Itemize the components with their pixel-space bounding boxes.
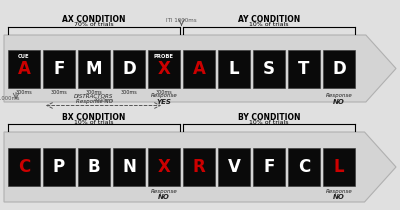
Bar [8,50,40,88]
Bar [253,50,285,88]
Bar [323,50,355,88]
Bar [113,50,145,88]
Text: 10% of trials: 10% of trials [249,22,289,28]
Text: NO: NO [333,194,345,200]
Bar [288,148,320,186]
Text: Response NO: Response NO [76,100,112,105]
Text: F: F [53,59,65,77]
Bar [8,148,40,186]
Text: A: A [18,59,30,77]
Text: 10% of trials: 10% of trials [249,119,289,125]
Text: D: D [332,59,346,77]
Text: YES: YES [156,98,172,105]
Text: AY CONDITION: AY CONDITION [238,16,300,25]
Bar [148,148,180,186]
Bar [43,148,75,186]
Text: X: X [158,158,170,176]
Bar [183,50,215,88]
Text: D: D [122,59,136,77]
Text: CUE: CUE [18,54,30,59]
Text: 300ms: 300ms [51,89,67,94]
Text: T: T [298,59,310,77]
Bar [78,50,110,88]
Polygon shape [4,35,396,102]
Text: 300ms: 300ms [156,89,172,94]
Text: ITI 1000ms: ITI 1000ms [166,17,197,22]
Text: 10% of trials: 10% of trials [74,119,114,125]
Bar [218,148,250,186]
Text: N: N [122,158,136,176]
Bar [218,50,250,88]
Text: AX CONDITION: AX CONDITION [62,16,126,25]
Text: 300ms: 300ms [86,89,102,94]
Text: C: C [298,158,310,176]
Text: Response: Response [151,93,177,98]
Text: X: X [158,59,170,77]
Text: P: P [53,158,65,176]
Bar [113,148,145,186]
Text: PROBE: PROBE [154,54,174,59]
Bar [148,50,180,88]
Text: Response: Response [326,93,352,98]
Text: V: V [228,158,240,176]
Bar [323,148,355,186]
Text: BY CONDITION: BY CONDITION [238,113,300,122]
Text: L: L [334,158,344,176]
Text: S: S [263,59,275,77]
Text: L: L [229,59,239,77]
Bar [43,50,75,88]
Text: 300ms: 300ms [121,89,137,94]
Text: DISTRACTORS: DISTRACTORS [74,94,114,100]
Bar [288,50,320,88]
Text: 4900ms: 4900ms [94,98,113,104]
Text: Response: Response [151,189,177,194]
Text: C: C [18,158,30,176]
Text: B: B [88,158,100,176]
Bar [183,148,215,186]
Polygon shape [4,132,396,202]
Text: 300ms: 300ms [16,89,32,94]
Text: Response: Response [326,189,352,194]
Text: R: R [193,158,205,176]
Text: BX CONDITION: BX CONDITION [62,113,126,122]
Text: 70% of trials: 70% of trials [74,22,114,28]
Text: ISI 1000ms: ISI 1000ms [0,96,20,101]
Text: M: M [86,59,102,77]
Text: NO: NO [333,98,345,105]
Bar [253,148,285,186]
Text: A: A [192,59,206,77]
Bar [78,148,110,186]
Text: F: F [263,158,275,176]
Text: NO: NO [158,194,170,200]
